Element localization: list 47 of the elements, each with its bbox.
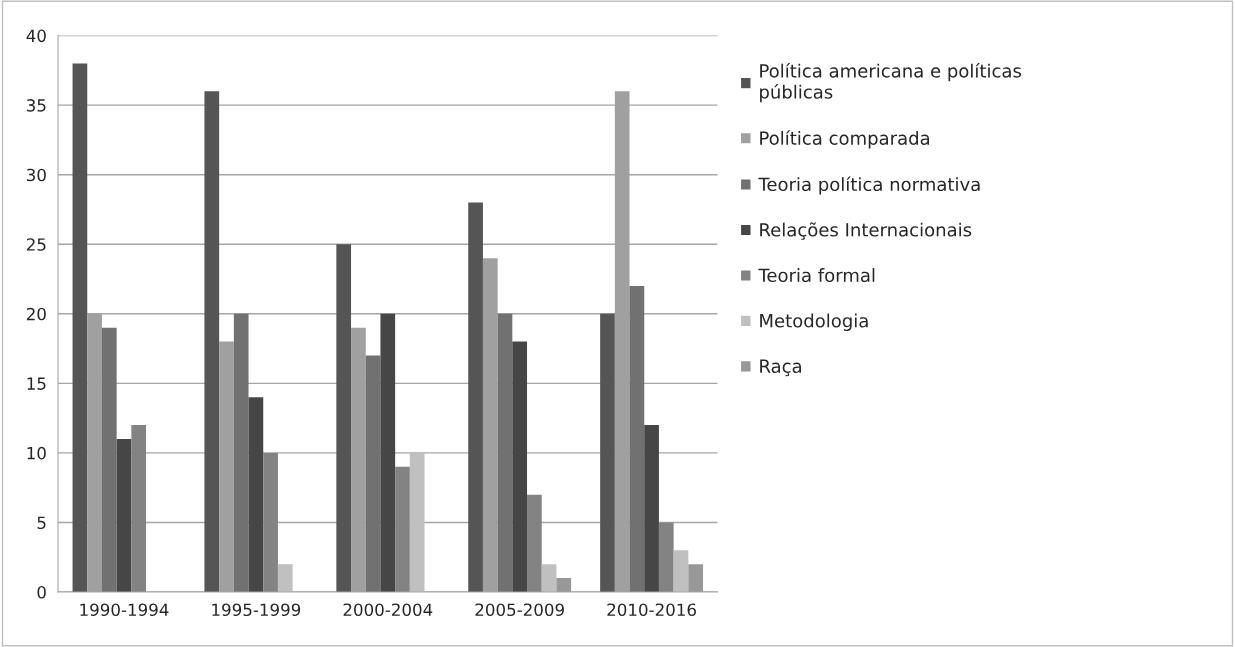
legend-label: Teoria política normativa — [758, 176, 980, 195]
legend-label: Raça — [760, 359, 801, 377]
bar — [629, 285, 645, 592]
y-tick-label: 15 — [27, 377, 46, 390]
bar — [204, 91, 220, 592]
x-tick-label: 2010-2016 — [607, 603, 696, 617]
bar — [512, 341, 528, 592]
bar — [468, 202, 483, 592]
bar — [131, 425, 147, 592]
bar — [233, 313, 249, 592]
x-tick-label: 1995-1999 — [212, 603, 301, 617]
legend-label: Metodologia — [760, 313, 868, 332]
y-tick-label: 5 — [37, 516, 46, 530]
bar — [541, 564, 557, 592]
bar — [263, 452, 278, 592]
y-tick-label: 25 — [26, 238, 46, 251]
bar — [365, 355, 381, 592]
bar — [248, 397, 264, 592]
bar — [277, 564, 293, 592]
y-tick-label: 40 — [26, 29, 46, 43]
bar — [688, 564, 704, 592]
legend-label: Relações Internacionais — [760, 222, 972, 240]
legend-label: Teoria formal — [758, 268, 875, 283]
bar — [380, 313, 396, 592]
y-tick-label: 30 — [27, 168, 46, 182]
x-tick-label: 2005-2009 — [475, 603, 564, 617]
bar — [101, 327, 117, 592]
x-tick-label: 1990-1994 — [80, 603, 169, 617]
legend-label: Política americana e políticas públicas — [760, 62, 1022, 103]
x-tick-label: 2000-2004 — [343, 603, 433, 617]
bar — [600, 313, 615, 592]
bar — [72, 63, 88, 592]
bar — [336, 244, 352, 592]
bar — [556, 578, 572, 592]
bar — [395, 466, 410, 592]
bar — [116, 438, 132, 592]
y-tick-label: 20 — [26, 307, 46, 321]
bar — [527, 494, 542, 592]
y-tick-label: 35 — [27, 99, 46, 112]
bar — [658, 522, 674, 592]
bar — [409, 452, 425, 592]
legend-label: Política comparada — [760, 130, 930, 149]
bar — [673, 550, 689, 592]
bar — [644, 425, 659, 592]
y-tick-label: 0 — [37, 585, 46, 599]
y-tick-label: 10 — [27, 446, 46, 460]
bar — [497, 313, 513, 592]
